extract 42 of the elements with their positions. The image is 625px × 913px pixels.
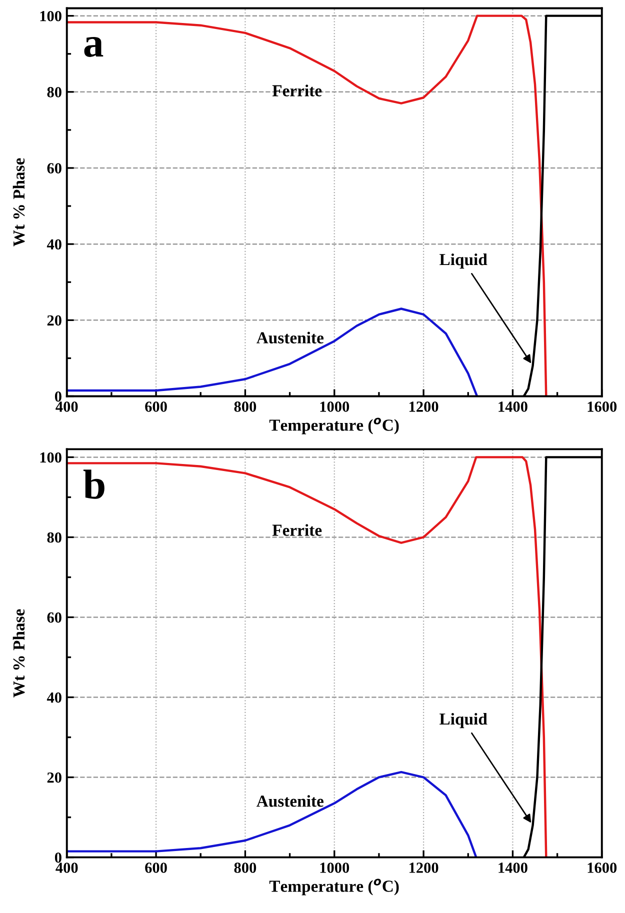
series-label: Austenite — [256, 795, 324, 807]
y-tick-label: 60 — [47, 163, 62, 174]
x-tick-label: 1400 — [498, 862, 528, 873]
y-tick-label: 20 — [47, 772, 62, 783]
x-tick-label: 1200 — [409, 402, 438, 412]
x-tick-label: 1000 — [320, 862, 350, 873]
x-tick-label: 800 — [234, 402, 256, 412]
x-tick-label: 1000 — [320, 402, 350, 412]
y-tick-label: 0 — [54, 391, 62, 402]
y-tick-label: 80 — [47, 87, 62, 98]
y-tick-label: 100 — [40, 452, 62, 463]
line-series — [66, 14, 548, 396]
annotation: a — [84, 36, 104, 57]
y-tick-label: 40 — [46, 239, 62, 250]
y-tick-label: 100 — [40, 10, 62, 22]
y-axis-title: Wt % Phase — [12, 158, 25, 246]
text: Liquid — [440, 253, 488, 269]
series-label: Austenite — [256, 332, 324, 344]
line-series — [66, 456, 548, 858]
x-tick-label: 800 — [234, 862, 256, 873]
x-tick-label: 1400 — [498, 402, 528, 412]
annotation: b — [83, 470, 104, 499]
series-label: Ferrite — [272, 84, 322, 96]
y-tick-label: 40 — [46, 692, 62, 703]
x-tick-label: 600 — [145, 862, 167, 873]
line-series — [66, 308, 478, 396]
x-tick-label: 1600 — [588, 862, 617, 873]
x-tick-label: 1600 — [588, 402, 617, 412]
y-tick-label: 60 — [47, 612, 62, 623]
x-tick-label: 400 — [56, 862, 78, 873]
x-axis-title: Temperature ($^{o}$C) — [269, 418, 399, 434]
y-tick-label: 80 — [47, 532, 62, 543]
line-series — [66, 770, 478, 858]
series-label: Ferrite — [272, 524, 322, 536]
x-tick-label: 600 — [145, 402, 167, 412]
x-tick-label: 400 — [56, 402, 78, 412]
x-tick-label: 1200 — [409, 862, 438, 873]
text: Liquid — [440, 712, 488, 728]
y-tick-label: 0 — [54, 852, 62, 863]
y-axis-title: Wt % Phase — [12, 609, 25, 698]
y-tick-label: 20 — [47, 315, 62, 326]
x-axis-title: Temperature ($^{o}$C) — [269, 878, 399, 896]
